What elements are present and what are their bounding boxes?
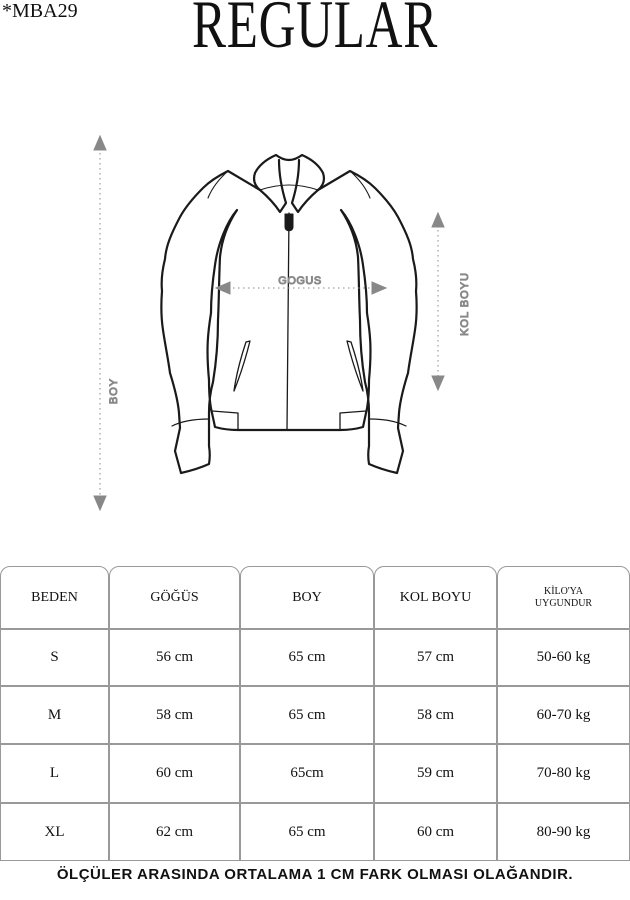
svg-text:KOL BOYU: KOL BOYU	[459, 272, 471, 336]
svg-text:GOGUS: GOGUS	[278, 275, 321, 287]
svg-text:BOY: BOY	[108, 378, 120, 404]
